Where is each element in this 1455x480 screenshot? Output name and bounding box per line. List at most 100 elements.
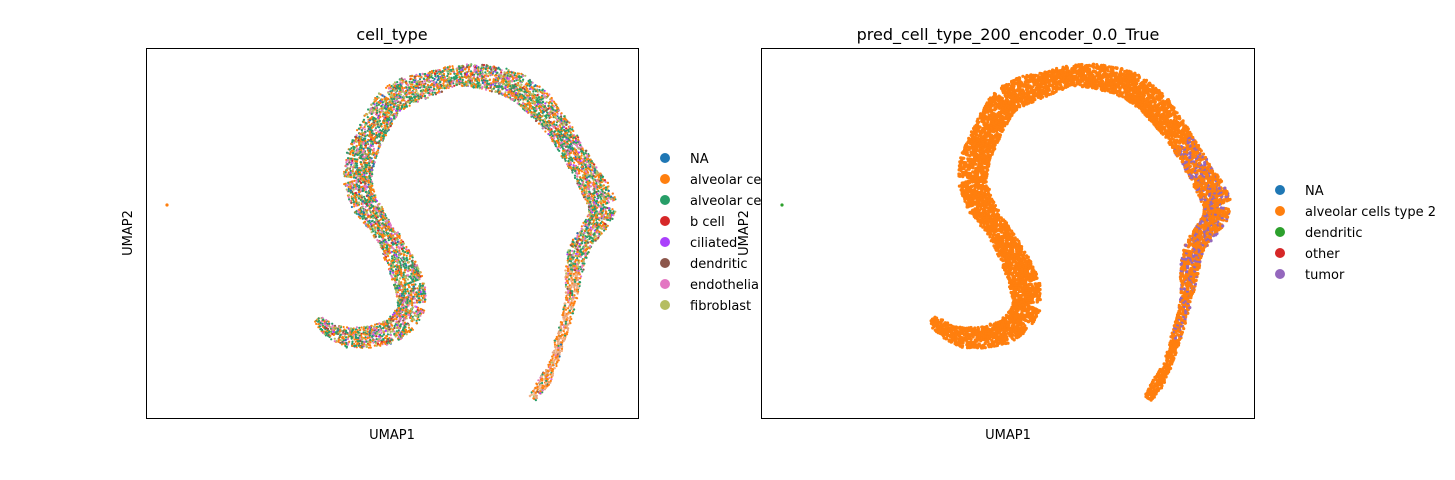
data-point — [571, 293, 574, 297]
data-point — [393, 81, 397, 84]
data-point — [550, 97, 553, 100]
data-point — [539, 380, 542, 383]
data-point — [489, 65, 492, 68]
data-point — [588, 190, 591, 193]
data-point — [521, 106, 524, 109]
data-point — [562, 135, 565, 139]
data-point — [584, 184, 587, 187]
data-point — [591, 206, 595, 209]
data-point — [357, 141, 361, 144]
data-point — [579, 248, 583, 251]
data-point — [479, 83, 482, 86]
data-point — [580, 253, 584, 256]
data-point — [578, 269, 581, 272]
data-point — [503, 73, 506, 76]
data-point — [468, 65, 471, 68]
data-point — [601, 207, 604, 210]
data-point — [370, 103, 373, 106]
data-point — [550, 361, 553, 364]
data-point — [379, 102, 382, 105]
data-point — [356, 166, 359, 169]
data-point — [469, 63, 472, 66]
data-point — [390, 110, 393, 113]
data-point — [584, 152, 587, 155]
data-point — [370, 166, 373, 169]
data-point — [565, 127, 568, 130]
data-point — [565, 308, 568, 311]
data-point — [585, 168, 588, 171]
data-point — [526, 102, 529, 105]
data-point — [413, 75, 416, 78]
data-point — [600, 188, 603, 191]
data-point — [363, 121, 366, 124]
data-point — [563, 115, 566, 118]
data-point — [595, 182, 598, 185]
data-point — [396, 99, 399, 102]
data-point — [587, 193, 591, 196]
data-point — [594, 214, 597, 217]
data-point — [609, 198, 612, 201]
data-point — [574, 242, 577, 245]
data-point — [451, 85, 454, 88]
data-point — [386, 85, 389, 88]
data-point — [403, 86, 406, 89]
data-point — [566, 253, 569, 256]
data-point — [594, 235, 597, 238]
data-point — [570, 280, 573, 283]
chart-title: cell_type — [356, 25, 427, 45]
data-point — [557, 344, 560, 347]
data-point — [563, 132, 566, 135]
data-point — [372, 163, 375, 166]
data-point — [602, 206, 606, 209]
data-point — [373, 161, 376, 164]
data-point — [577, 235, 581, 238]
data-point — [530, 99, 533, 102]
data-point — [463, 83, 466, 86]
data-point — [604, 188, 608, 191]
data-point — [571, 278, 575, 281]
data-point — [523, 85, 526, 88]
data-point — [565, 129, 568, 132]
data-point — [364, 159, 367, 162]
data-point — [571, 268, 574, 271]
data-point — [392, 105, 395, 108]
data-point — [359, 123, 362, 127]
data-point — [509, 75, 512, 78]
data-point — [492, 78, 495, 81]
data-point — [544, 130, 547, 133]
scatter-points — [165, 63, 617, 402]
data-point — [391, 89, 394, 92]
data-point — [547, 107, 550, 110]
data-point — [433, 77, 436, 81]
data-point — [416, 83, 419, 86]
data-point — [357, 139, 360, 142]
data-point — [611, 192, 614, 195]
data-point — [576, 259, 579, 262]
data-point — [570, 244, 573, 247]
data-point — [369, 156, 372, 159]
data-point — [572, 141, 575, 144]
data-point — [571, 256, 574, 259]
data-point — [453, 72, 456, 75]
data-point — [544, 368, 548, 372]
data-point — [395, 109, 398, 112]
data-point — [449, 72, 452, 75]
data-point — [578, 243, 581, 246]
data-point — [600, 202, 603, 205]
data-point — [564, 306, 567, 309]
data-point — [571, 306, 574, 309]
data-point — [606, 224, 609, 227]
data-point — [526, 108, 529, 112]
data-point — [554, 112, 557, 115]
data-point — [417, 86, 420, 89]
data-point — [567, 323, 570, 326]
data-point — [542, 378, 546, 381]
data-point — [586, 238, 589, 242]
data-point — [540, 98, 543, 101]
data-point — [535, 397, 539, 400]
data-point — [561, 143, 564, 146]
data-point — [590, 171, 593, 174]
data-point — [580, 230, 584, 233]
data-point — [411, 74, 414, 78]
data-point — [536, 94, 539, 97]
